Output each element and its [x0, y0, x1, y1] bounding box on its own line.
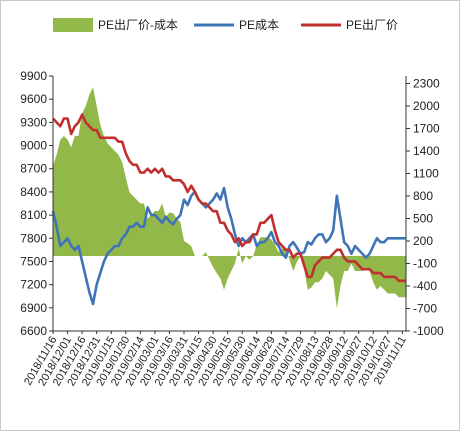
legend-swatch-area [53, 18, 93, 32]
left-tick-label: 9600 [20, 92, 47, 106]
right-tick-label: 2300 [413, 77, 440, 91]
legend-label: PE成本 [239, 18, 279, 32]
right-tick-label: 500 [413, 212, 433, 226]
right-tick-label: 1400 [413, 144, 440, 158]
left-tick-label: 7200 [20, 278, 47, 292]
left-tick-label: 6600 [20, 324, 47, 338]
right-tick-label: -400 [413, 279, 437, 293]
left-tick-label: 7500 [20, 254, 47, 268]
left-tick-label: 9000 [20, 139, 47, 153]
right-tick-label: 200 [413, 234, 433, 248]
left-tick-label: 8100 [20, 208, 47, 222]
left-tick-label: 8700 [20, 162, 47, 176]
left-tick-label: 6900 [20, 301, 47, 315]
right-tick-label: 1100 [413, 167, 439, 181]
lines-layer [51, 113, 406, 306]
left-tick-label: 9300 [20, 115, 47, 129]
series-area-pe-spread [53, 87, 406, 309]
left-tick-label: 8400 [20, 185, 47, 199]
left-tick-label: 9900 [20, 69, 47, 83]
series-line-pe-price [52, 113, 406, 283]
series-line-pe-cost [51, 186, 406, 306]
legend-label: PE出厂价-成本 [98, 18, 178, 32]
right-tick-label: 800 [413, 189, 433, 203]
legend-label: PE出厂价 [346, 18, 398, 32]
right-tick-label: 2000 [413, 99, 440, 113]
right-tick-label: -1000 [413, 324, 444, 338]
right-tick-label: -100 [413, 257, 437, 271]
axes-layer: 6600 6900 7200 7500 7800 8100 8400 8700 9000 9300… [20, 69, 444, 388]
right-tick-label: -700 [413, 302, 437, 316]
legend: PE出厂价-成本 PE成本 PE出厂价 [53, 18, 398, 32]
right-tick-label: 1700 [413, 122, 440, 136]
area-layer [53, 87, 406, 309]
left-tick-label: 7800 [20, 231, 47, 245]
